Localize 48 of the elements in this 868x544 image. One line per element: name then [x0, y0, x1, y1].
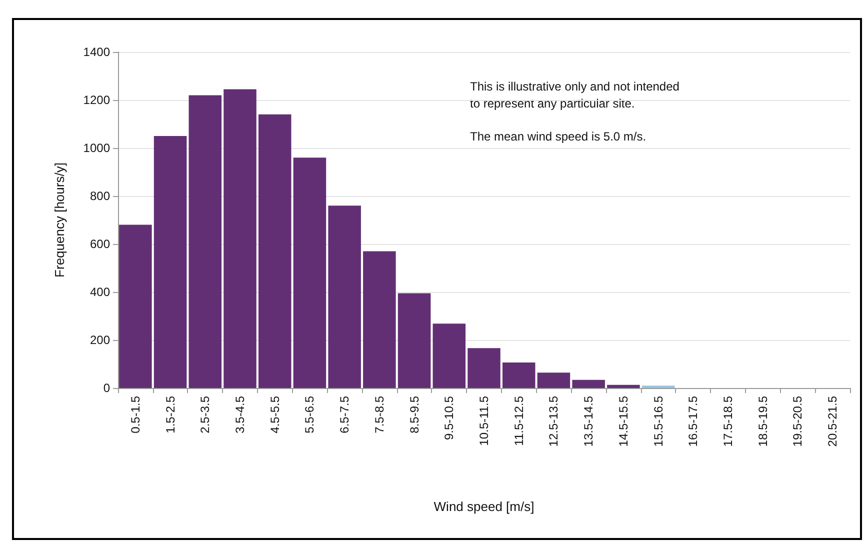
bar — [398, 293, 431, 388]
bar — [328, 206, 361, 388]
x-tick-label: 15.5-16.5 — [651, 396, 666, 447]
bar — [432, 324, 466, 388]
x-tick-label: 5.5-6.5 — [302, 396, 317, 434]
x-tick-label: 8.5-9.5 — [407, 396, 422, 434]
y-tick-label: 1200 — [83, 93, 110, 107]
x-tick-label: 17.5-18.5 — [721, 396, 735, 447]
x-tick-label: 13.5-14.5 — [582, 396, 596, 447]
bar — [224, 89, 256, 388]
x-tick-label: 7.5-8.5 — [372, 396, 386, 434]
x-tick-label: 9.5-10.5 — [442, 396, 456, 440]
annotation: The mean wind speed is 5.0 m/s. — [470, 130, 646, 144]
x-tick-label: 18.5-19.5 — [756, 396, 770, 447]
y-tick-label: 800 — [90, 189, 110, 203]
y-tick-label: 0 — [103, 381, 110, 395]
bar — [293, 158, 326, 388]
y-tick-label: 1000 — [83, 141, 110, 155]
x-tick-label: 19.5-20.5 — [790, 396, 805, 447]
x-axis-title: Wind speed [m/s] — [434, 499, 534, 514]
x-tick-label: 11.5-12.5 — [512, 396, 526, 446]
y-tick-label: 600 — [90, 237, 110, 251]
bar — [572, 380, 605, 388]
bar — [258, 114, 292, 388]
bar — [188, 95, 222, 388]
bar — [154, 136, 187, 388]
x-tick-label: 16.5-17.5 — [686, 396, 700, 447]
bar — [502, 362, 536, 388]
x-tick-label: 6.5-7.5 — [338, 396, 352, 434]
x-tick-label: 1.5-2.5 — [163, 396, 178, 434]
y-tick-label: 400 — [90, 285, 110, 299]
x-tick-label: 4.5-5.5 — [268, 396, 282, 434]
x-tick-label: 2.5-3.5 — [198, 396, 212, 434]
x-tick-label: 14.5-15.5 — [616, 396, 630, 447]
x-tick-label: 20.5-21.5 — [826, 396, 840, 447]
x-tick-label: 10.5-11.5 — [477, 396, 491, 446]
bar — [537, 372, 570, 388]
bar — [119, 224, 152, 388]
annotation: This is illustrative only and not intended to represent any particular site. — [470, 80, 680, 110]
x-tick-label: 0.5-1.5 — [128, 396, 142, 434]
x-tick-label: 3.5-4.5 — [233, 396, 247, 434]
x-tick-label: 12.5-13.5 — [546, 396, 561, 447]
bar — [363, 251, 396, 388]
y-axis-title: Frequency [hours/y] — [52, 162, 67, 278]
bar — [607, 384, 640, 388]
y-tick-label: 200 — [90, 333, 110, 347]
y-tick-label: 1400 — [83, 45, 110, 59]
bar — [468, 348, 500, 388]
